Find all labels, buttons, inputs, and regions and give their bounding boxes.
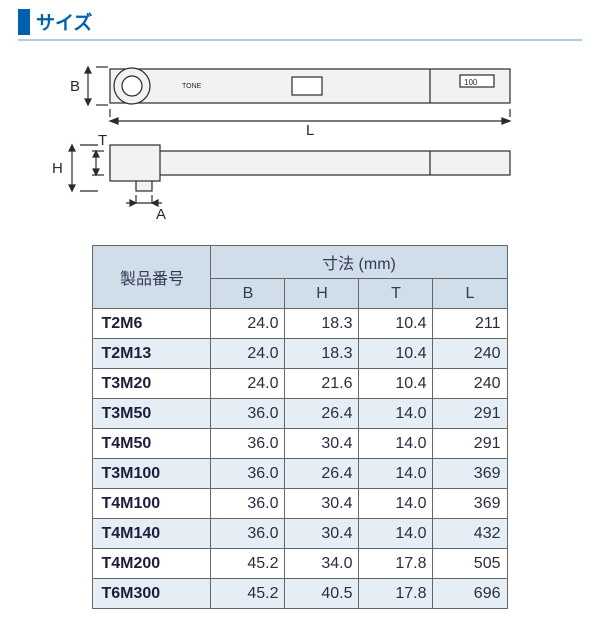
cell-h: 18.3 [285,309,359,339]
table-row: T6M30045.240.517.8696 [93,579,507,609]
cell-l: 240 [433,339,507,369]
cell-l: 211 [433,309,507,339]
cell-t: 14.0 [359,489,433,519]
section-title: サイズ [18,8,582,35]
th-l: L [433,279,507,309]
cell-model: T4M200 [93,549,211,579]
cell-model: T3M20 [93,369,211,399]
cell-h: 18.3 [285,339,359,369]
table-row: T2M624.018.310.4211 [93,309,507,339]
dim-label-A: A [156,206,166,223]
title-accent-block [18,9,30,35]
cell-model: T2M6 [93,309,211,339]
cell-b: 24.0 [211,309,285,339]
cell-model: T4M140 [93,519,211,549]
table-row: T4M5036.030.414.0291 [93,429,507,459]
cell-t: 14.0 [359,519,433,549]
cell-b: 36.0 [211,489,285,519]
cell-h: 40.5 [285,579,359,609]
cell-t: 14.0 [359,459,433,489]
dim-label-L: L [306,122,314,139]
cell-h: 21.6 [285,369,359,399]
cell-t: 10.4 [359,369,433,399]
cell-b: 45.2 [211,579,285,609]
table-row: T4M20045.234.017.8505 [93,549,507,579]
size-table: 製品番号 寸法 (mm) B H T L T2M624.018.310.4211… [92,245,507,609]
cell-h: 34.0 [285,549,359,579]
cell-h: 26.4 [285,399,359,429]
cell-t: 17.8 [359,579,433,609]
table-row: T4M10036.030.414.0369 [93,489,507,519]
cell-b: 36.0 [211,399,285,429]
cell-l: 291 [433,399,507,429]
cell-model: T2M13 [93,339,211,369]
th-t: T [359,279,433,309]
cell-t: 10.4 [359,339,433,369]
cell-b: 36.0 [211,519,285,549]
cell-b: 45.2 [211,549,285,579]
cell-model: T4M50 [93,429,211,459]
dim-label-B: B [70,78,80,95]
cell-t: 17.8 [359,549,433,579]
cell-model: T3M50 [93,399,211,429]
badge-100: 100 [464,78,478,87]
th-b: B [211,279,285,309]
cell-t: 14.0 [359,399,433,429]
th-h: H [285,279,359,309]
title-underline [18,39,582,41]
table-row: T3M2024.021.610.4240 [93,369,507,399]
size-table-body: T2M624.018.310.4211T2M1324.018.310.4240T… [93,309,507,609]
th-model: 製品番号 [93,246,211,309]
cell-l: 432 [433,519,507,549]
cell-l: 696 [433,579,507,609]
dim-label-H: H [52,160,63,177]
table-row: T2M1324.018.310.4240 [93,339,507,369]
cell-h: 30.4 [285,489,359,519]
dimension-drawing: B L H T A TONE 100 [40,53,560,223]
table-row: T3M10036.026.414.0369 [93,459,507,489]
cell-l: 240 [433,369,507,399]
cell-model: T3M100 [93,459,211,489]
dim-label-T: T [98,132,107,149]
th-dims: 寸法 (mm) [211,246,507,279]
cell-b: 36.0 [211,459,285,489]
table-row: T3M5036.026.414.0291 [93,399,507,429]
cell-t: 14.0 [359,429,433,459]
cell-b: 24.0 [211,339,285,369]
cell-l: 505 [433,549,507,579]
cell-b: 36.0 [211,429,285,459]
cell-l: 369 [433,489,507,519]
badge-tone: TONE [182,83,202,90]
cell-l: 291 [433,429,507,459]
cell-l: 369 [433,459,507,489]
cell-b: 24.0 [211,369,285,399]
cell-h: 30.4 [285,429,359,459]
cell-t: 10.4 [359,309,433,339]
title-text: サイズ [36,8,92,35]
table-row: T4M14036.030.414.0432 [93,519,507,549]
cell-model: T4M100 [93,489,211,519]
cell-h: 26.4 [285,459,359,489]
cell-h: 30.4 [285,519,359,549]
cell-model: T6M300 [93,579,211,609]
